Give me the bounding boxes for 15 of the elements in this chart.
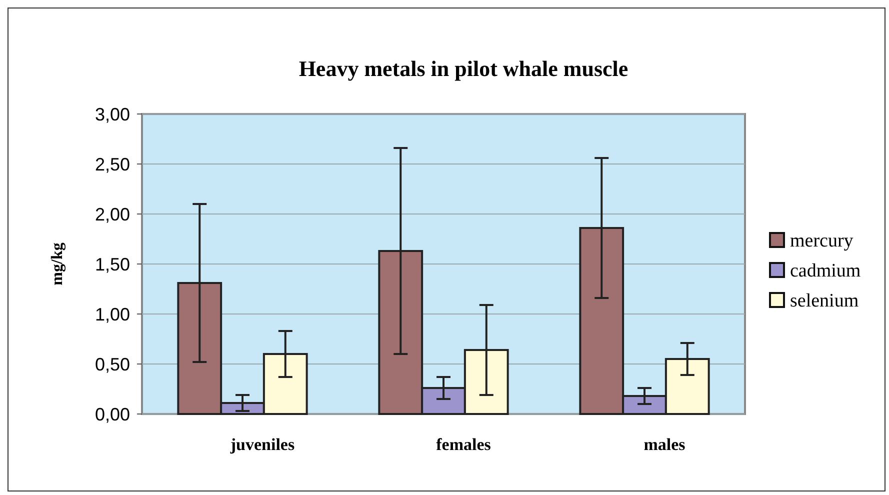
y-tick-label: 2,00 — [94, 204, 130, 224]
y-tick-label: 0,50 — [94, 354, 130, 374]
legend-label: mercury — [790, 230, 854, 252]
legend-label: selenium — [790, 290, 859, 312]
y-tick-label: 0,00 — [94, 404, 130, 424]
x-tick-label: females — [436, 435, 492, 454]
y-tick-label: 2,50 — [94, 154, 130, 174]
x-tick-label: juveniles — [229, 435, 295, 454]
y-tick-label: 3,00 — [94, 104, 130, 124]
y-tick-label: 1,50 — [94, 254, 130, 274]
x-tick-label: males — [644, 435, 686, 454]
chart-title: Heavy metals in pilot whale muscle — [298, 56, 628, 81]
y-tick-label: 1,00 — [94, 304, 130, 324]
legend-label: cadmium — [790, 260, 861, 282]
y-axis-title: mg/kg — [49, 242, 66, 286]
